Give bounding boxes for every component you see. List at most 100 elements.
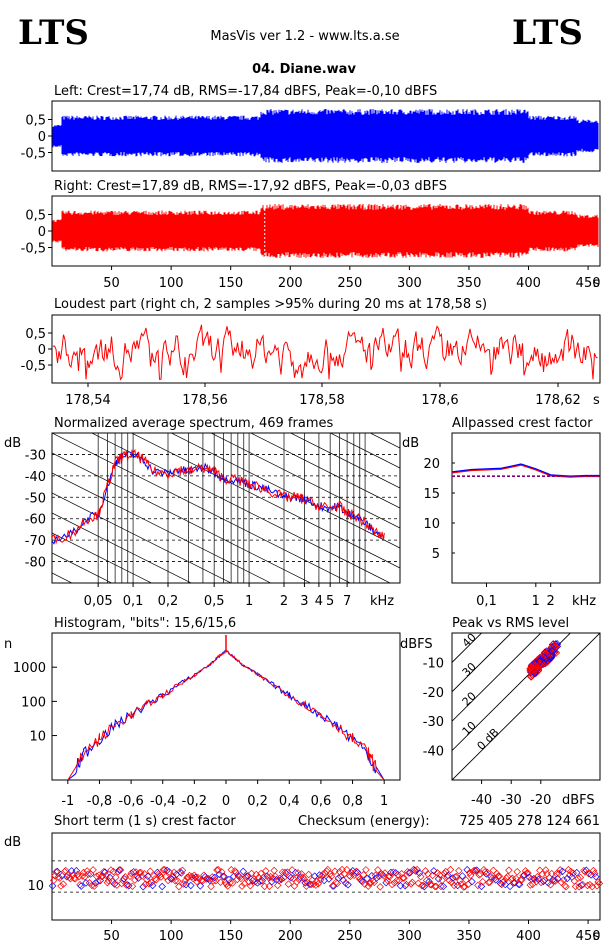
short-crest-point [175,882,183,891]
peak-rms-point [544,648,553,657]
short-crest-point [362,866,370,874]
short-crest-point [395,876,404,885]
short-crest-point [582,866,591,875]
right-waveform-title: Right: Crest=17,89 dB, RMS=-17,92 dBFS, … [54,179,447,194]
short-crest-xtick-label: 200 [278,929,303,944]
allpassed-xtick-label: 1 [532,594,540,609]
short-crest-point [456,876,464,885]
right-xtick-label: 50 [103,276,120,291]
short-crest-point [400,874,408,882]
short-crest-point [470,866,479,875]
short-crest-point [283,868,292,876]
short-crest-point [233,875,241,884]
short-crest-ylabel: dB [4,835,21,850]
short-crest-point [53,867,62,876]
short-crest-point [472,866,481,874]
short-crest-point [297,870,306,878]
short-crest-point [238,882,246,890]
short-crest-point [115,866,124,874]
short-crest-xtick-label: 450 [576,929,601,944]
short-crest-point [595,879,604,888]
short-crest-point [500,877,508,885]
short-crest-point [359,871,368,879]
histogram-left-trace [67,648,385,781]
short-crest-point [393,876,401,885]
short-crest-point [152,876,160,884]
short-crest-point [207,882,215,891]
spectrum-slant-line [52,433,352,583]
short-crest-point [173,877,182,885]
short-crest-point [451,873,460,881]
short-crest-point [387,868,395,877]
short-crest-point [316,875,325,884]
short-crest-point [562,883,570,891]
short-crest-point [288,866,296,874]
peak-rms-diag-label: 40 [460,631,479,650]
short-crest-point [570,877,579,885]
right-xtick-label: 200 [278,276,303,291]
short-crest-point [289,874,297,883]
histogram-ytick-label: 100 [21,695,46,710]
short-crest-point [226,879,234,887]
short-crest-point [573,868,581,877]
short-crest-point [578,880,587,889]
short-crest-point [107,866,115,874]
spectrum-xtick-label: 0,1 [123,594,144,609]
peak-rms-point [550,643,559,653]
peak-rms-ytick-label: -30 [423,715,444,730]
logo-right: LTS [512,13,583,53]
short-crest-point [232,869,240,877]
short-crest-point [270,866,278,875]
short-crest-point [101,868,109,876]
short-crest-point [452,872,461,881]
histogram-right-trace [67,649,385,781]
short-crest-point [548,869,556,878]
spectrum-slant-group [52,433,400,583]
short-crest-point [438,876,446,884]
short-crest-point [215,870,224,879]
peak-rms-frame [451,632,601,781]
short-crest-point [216,878,225,886]
short-crest-point [364,882,373,890]
short-crest-frame [51,832,601,921]
short-crest-point [134,874,143,882]
right-xtick-label: 150 [218,276,243,291]
short-crest-point [178,866,187,875]
peak-rms-group: 40 30 20 100 dB [452,631,600,780]
short-crest-xtick-label: 300 [397,929,422,944]
short-crest-point [512,874,520,883]
short-crest-point [75,873,83,881]
short-crest-point [495,872,504,880]
allpassed-xtick-label: 0,1 [476,594,497,609]
right-xtick-label: 250 [337,276,362,291]
short-crest-xtick-label: 350 [457,929,482,944]
short-crest-point [181,877,189,885]
allpassed-ytick-label: 10 [423,517,440,532]
short-crest-point [227,866,236,874]
spectrum-ytick-label: -60 [25,513,46,528]
short-crest-point [455,866,463,875]
short-crest-point [48,882,57,890]
loudest-xtick-label: 178,6 [421,393,458,408]
short-crest-point [544,879,552,887]
allpassed-ytick-label: 15 [423,487,440,502]
spectrum-title: Normalized average spectrum, 469 frames [54,416,333,431]
short-crest-point [589,866,598,875]
loudest-part-trace [52,324,598,381]
spectrum-slant-line [52,512,192,583]
short-crest-point [262,867,270,875]
histogram-xtick-label: 0,6 [311,794,332,809]
short-crest-point [558,867,567,876]
peak-rms-point [526,666,535,675]
left-waveform-ytick-label: -0,5 [21,147,46,162]
peak-rms-title: Peak vs RMS level [452,616,569,631]
spectrum-slant-line [52,532,153,583]
short-crest-point [593,882,601,890]
short-crest-point [401,881,409,890]
short-crest-point [282,869,290,878]
short-crest-xtick-label: 250 [337,929,362,944]
short-crest-point [148,881,157,890]
short-crest-point [126,872,134,881]
spectrum-slant-line [289,433,400,489]
